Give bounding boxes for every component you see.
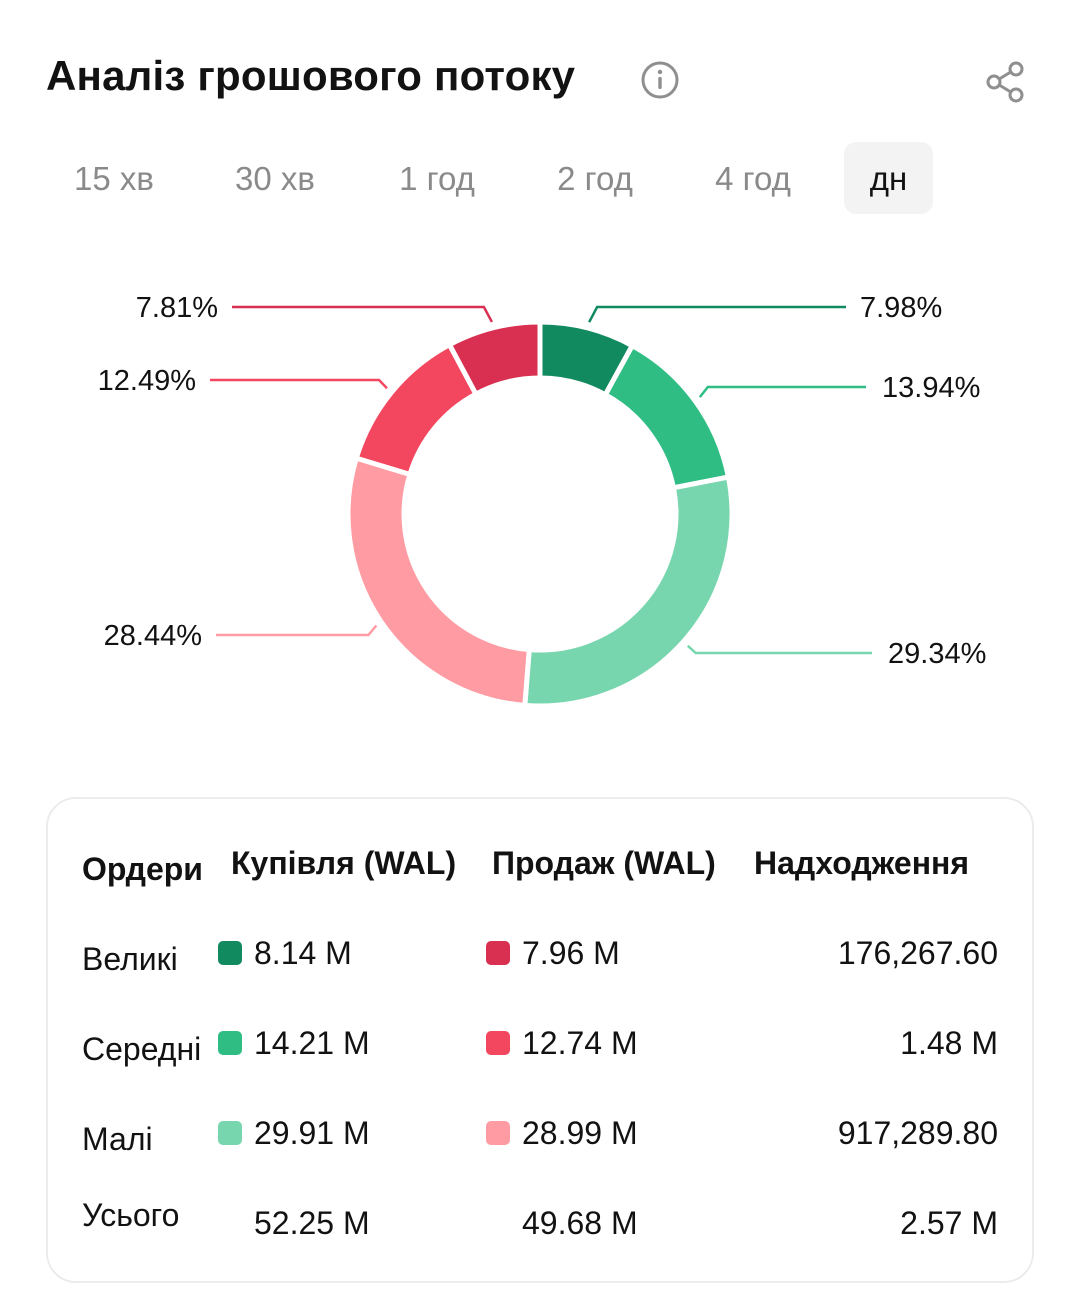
money-flow-donut-chart: 7.98% 13.94% 29.34% 28.44% 12.49% 7.81% <box>98 292 986 709</box>
page-title: Аналіз грошового потоку <box>46 52 576 99</box>
sell-small-color-swatch <box>486 1121 510 1145</box>
leader-line-sell-large <box>232 305 494 323</box>
donut-slice-buy-small[interactable] <box>522 474 735 709</box>
sell-small-value: 28.99 M <box>522 1115 638 1151</box>
sell-large-value: 7.96 M <box>522 935 620 971</box>
header: Аналіз грошового потоку <box>46 52 1036 112</box>
inflow-small-value: 917,289.80 <box>837 1115 998 1151</box>
sell-medium-color-swatch <box>486 1031 510 1055</box>
row-label-large: Великі <box>82 941 178 977</box>
slice-label-buy-small: 29.34% <box>888 638 986 670</box>
buy-small-value: 29.91 M <box>254 1115 370 1151</box>
buy-large-color-swatch <box>218 941 242 965</box>
slice-label-sell-medium: 12.49% <box>98 365 196 397</box>
buy-medium-value: 14.21 M <box>254 1025 370 1061</box>
buy-medium-color-swatch <box>218 1031 242 1055</box>
slice-label-buy-medium: 13.94% <box>882 372 980 404</box>
inflow-large-value: 176,267.60 <box>837 935 998 971</box>
donut-slice-sell-large[interactable] <box>446 319 543 398</box>
slice-label-sell-small: 28.44% <box>104 620 202 652</box>
tab-30m[interactable]: 30 хв <box>235 160 315 197</box>
col-header-orders: Ордери <box>82 851 203 887</box>
sell-total-value: 49.68 M <box>522 1205 638 1241</box>
tab-day[interactable]: дн <box>844 142 933 214</box>
col-header-buy: Купівля (WAL) <box>231 845 457 881</box>
row-label-total: Усього <box>82 1197 180 1233</box>
inflow-medium-value: 1.48 M <box>900 1025 998 1061</box>
donut-slice-buy-medium[interactable] <box>601 342 732 491</box>
leader-line-sell-small <box>216 624 378 637</box>
share-icon[interactable] <box>984 60 1028 104</box>
tab-2h[interactable]: 2 год <box>557 160 633 197</box>
col-header-sell: Продаж (WAL) <box>492 845 716 881</box>
slice-label-sell-large: 7.81% <box>136 292 218 324</box>
orders-table: Ордери Купівля (WAL) Продаж (WAL) Надход… <box>46 797 1034 1283</box>
tab-15m[interactable]: 15 хв <box>74 160 154 197</box>
tab-1h[interactable]: 1 год <box>399 160 475 197</box>
row-label-medium: Середні <box>82 1031 202 1067</box>
leader-line-sell-medium <box>210 378 388 390</box>
buy-large-value: 8.14 M <box>254 935 352 971</box>
leader-line-buy-large <box>588 305 846 323</box>
timeframe-tabs: 15 хв 30 хв 1 год 2 год 4 год дн <box>52 142 952 214</box>
row-label-small: Малі <box>82 1121 153 1157</box>
sell-medium-value: 12.74 M <box>522 1025 638 1061</box>
leader-line-buy-small <box>686 644 872 655</box>
buy-total-value: 52.25 M <box>254 1205 370 1241</box>
buy-small-color-swatch <box>218 1121 242 1145</box>
info-icon[interactable] <box>640 60 680 100</box>
donut-slice-sell-small[interactable] <box>345 455 532 709</box>
sell-large-color-swatch <box>486 941 510 965</box>
col-header-inflow: Надходження <box>754 845 970 881</box>
leader-line-buy-medium <box>698 385 866 398</box>
tab-4h[interactable]: 4 год <box>715 160 791 197</box>
inflow-total-value: 2.57 M <box>900 1205 998 1241</box>
slice-label-buy-large: 7.98% <box>860 292 942 324</box>
